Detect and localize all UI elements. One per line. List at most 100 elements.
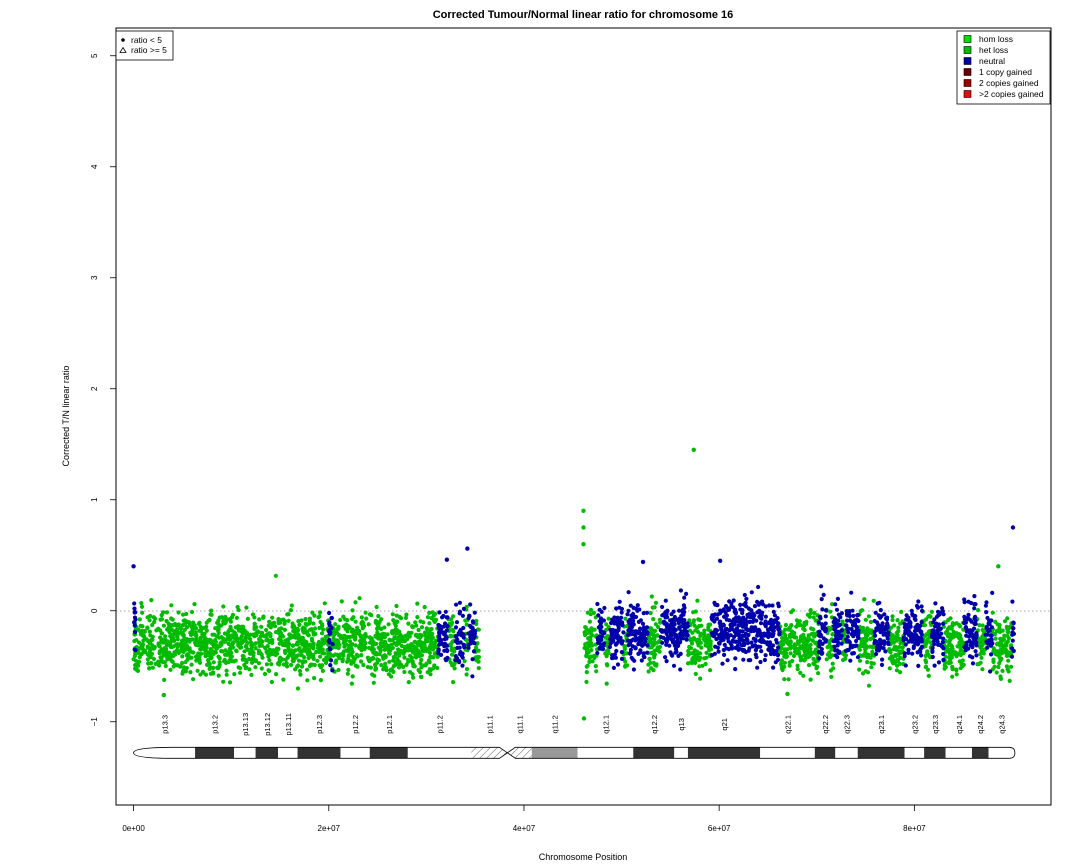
data-point	[820, 607, 825, 612]
data-point	[736, 647, 741, 652]
data-point	[941, 621, 946, 626]
data-point	[393, 641, 398, 646]
data-point	[307, 643, 312, 648]
data-point	[628, 651, 633, 656]
data-point	[588, 641, 594, 646]
data-point	[872, 629, 877, 635]
data-point	[870, 652, 875, 657]
data-point	[722, 633, 727, 638]
data-point	[605, 634, 610, 639]
data-point	[916, 663, 921, 669]
data-point	[312, 676, 317, 681]
ratio-below-5-symbol	[121, 38, 125, 42]
data-point	[811, 656, 816, 662]
data-point	[145, 615, 150, 620]
data-point	[630, 616, 636, 621]
data-point	[162, 640, 167, 645]
data-point	[992, 648, 997, 653]
data-point	[951, 629, 956, 635]
data-point	[436, 638, 441, 643]
data-point	[900, 645, 905, 650]
copy-state-legend-box	[956, 30, 1051, 105]
data-point	[688, 637, 694, 642]
data-point	[886, 640, 891, 645]
data-point	[468, 602, 473, 607]
data-point	[330, 668, 335, 673]
data-point	[180, 654, 185, 659]
data-point	[406, 630, 411, 635]
data-point	[231, 659, 236, 664]
data-point	[788, 651, 793, 656]
data-point	[610, 653, 615, 658]
data-point	[626, 590, 631, 595]
data-point	[749, 640, 754, 645]
data-point	[682, 595, 687, 600]
data-point	[466, 631, 471, 636]
data-point	[215, 666, 221, 671]
data-point	[932, 663, 937, 668]
data-point	[725, 635, 730, 640]
data-point	[204, 620, 209, 625]
data-point	[328, 653, 333, 658]
data-point	[311, 621, 316, 626]
data-point	[975, 662, 980, 667]
data-point	[846, 639, 851, 644]
data-point	[267, 619, 272, 624]
data-point	[413, 645, 419, 650]
data-point	[294, 642, 299, 647]
data-point	[591, 654, 597, 659]
data-point	[973, 621, 978, 626]
data-point	[637, 607, 642, 612]
data-point	[816, 620, 821, 625]
data-point	[848, 618, 853, 623]
data-point	[286, 641, 291, 646]
data-point	[668, 626, 673, 631]
data-point	[721, 647, 726, 653]
data-point	[406, 621, 411, 626]
ideogram-band	[577, 747, 634, 759]
data-point	[167, 630, 172, 635]
data-point	[407, 634, 412, 639]
data-point	[286, 612, 291, 617]
segment-points	[595, 601, 607, 656]
data-point	[902, 625, 907, 630]
data-point	[454, 620, 460, 625]
data-point	[236, 624, 241, 629]
data-point	[419, 653, 424, 658]
data-point	[663, 598, 668, 603]
data-point	[198, 642, 203, 648]
data-point	[214, 646, 219, 651]
data-point	[584, 670, 589, 675]
data-point	[943, 665, 949, 670]
ideogram-band	[407, 747, 472, 759]
data-point	[321, 627, 326, 632]
data-point	[997, 661, 1002, 666]
data-point	[427, 660, 432, 665]
data-point	[388, 643, 393, 648]
data-point	[460, 613, 465, 618]
data-point	[596, 613, 601, 618]
data-point	[314, 649, 319, 655]
data-point	[693, 660, 698, 666]
data-point	[300, 642, 305, 647]
segment-points	[645, 594, 663, 674]
data-point	[770, 634, 775, 639]
data-point	[880, 621, 885, 626]
data-point	[587, 637, 592, 642]
data-point	[791, 631, 797, 637]
data-point	[879, 662, 885, 668]
data-point	[771, 665, 776, 670]
data-point	[930, 634, 935, 640]
data-point	[304, 622, 309, 627]
data-point	[735, 643, 740, 648]
chromosome-ideogram: p13.3 p13.2 p13.13 p13.12 p13.11 p12.3 p12.2 p1…	[133, 713, 1016, 759]
data-point	[812, 610, 817, 616]
data-point	[869, 665, 874, 670]
data-point	[167, 641, 172, 646]
data-point	[798, 670, 803, 676]
data-point	[284, 661, 289, 666]
data-point	[430, 647, 436, 652]
data-point	[738, 607, 743, 612]
data-point	[205, 639, 210, 644]
data-point	[353, 663, 358, 668]
